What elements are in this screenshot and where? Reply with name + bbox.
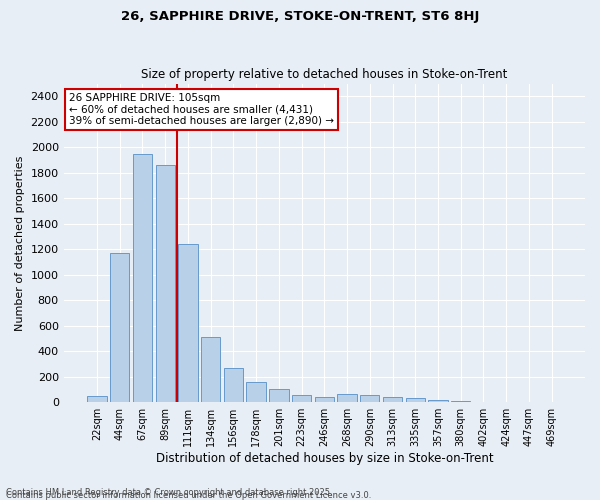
Bar	[292, 395, 311, 402]
Bar	[247, 382, 266, 402]
Y-axis label: Number of detached properties: Number of detached properties	[15, 155, 25, 330]
Bar	[383, 397, 402, 402]
Title: Size of property relative to detached houses in Stoke-on-Trent: Size of property relative to detached ho…	[141, 68, 508, 81]
Bar	[155, 165, 175, 402]
Text: 26, SAPPHIRE DRIVE, STOKE-ON-TRENT, ST6 8HJ: 26, SAPPHIRE DRIVE, STOKE-ON-TRENT, ST6 …	[121, 10, 479, 23]
X-axis label: Distribution of detached houses by size in Stoke-on-Trent: Distribution of detached houses by size …	[155, 452, 493, 465]
Text: 26 SAPPHIRE DRIVE: 105sqm
← 60% of detached houses are smaller (4,431)
39% of se: 26 SAPPHIRE DRIVE: 105sqm ← 60% of detac…	[69, 93, 334, 126]
Bar	[451, 401, 470, 402]
Bar	[360, 395, 379, 402]
Bar	[178, 244, 197, 402]
Text: Contains public sector information licensed under the Open Government Licence v3: Contains public sector information licen…	[6, 492, 371, 500]
Bar	[201, 337, 220, 402]
Bar	[110, 253, 130, 402]
Bar	[428, 400, 448, 402]
Bar	[224, 368, 243, 402]
Bar	[269, 390, 289, 402]
Bar	[406, 398, 425, 402]
Bar	[88, 396, 107, 402]
Bar	[314, 397, 334, 402]
Bar	[133, 154, 152, 402]
Bar	[337, 394, 357, 402]
Text: Contains HM Land Registry data © Crown copyright and database right 2025.: Contains HM Land Registry data © Crown c…	[6, 488, 332, 497]
